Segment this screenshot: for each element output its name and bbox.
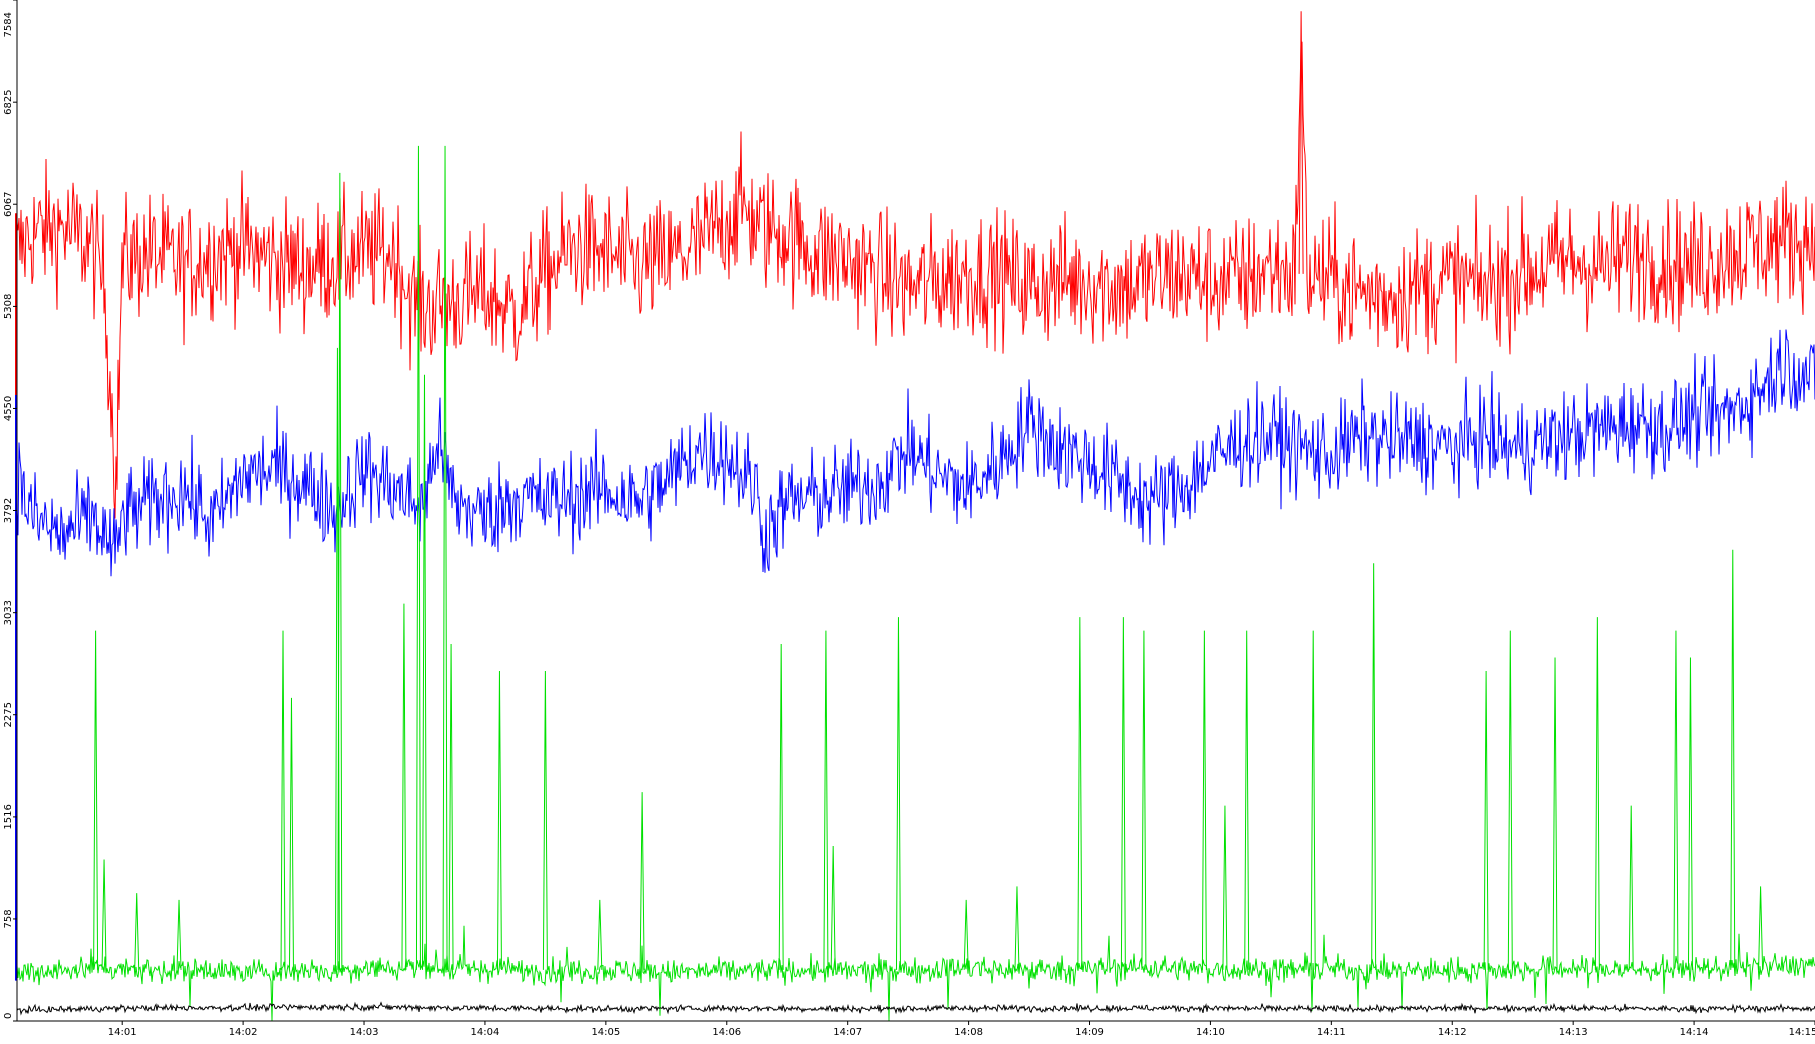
series-line-2 bbox=[16, 329, 1815, 577]
green-spike bbox=[280, 630, 286, 970]
y-tick-label: 4550 bbox=[3, 396, 14, 421]
x-tick-label: 14:08 bbox=[954, 1027, 983, 1038]
y-tick-label: 5308 bbox=[3, 294, 14, 319]
green-spike bbox=[176, 899, 182, 970]
green-spike bbox=[1507, 630, 1513, 970]
green-spike bbox=[823, 630, 829, 970]
green-spike bbox=[1014, 886, 1020, 970]
green-spike bbox=[1730, 549, 1736, 970]
green-spike bbox=[1201, 630, 1207, 970]
green-spike bbox=[101, 859, 107, 970]
green-spike bbox=[448, 644, 454, 970]
x-tick-label: 14:07 bbox=[833, 1027, 862, 1038]
green-spike bbox=[1310, 630, 1316, 970]
x-tick-label: 14:02 bbox=[229, 1027, 258, 1038]
green-spike bbox=[496, 670, 502, 970]
green-spike bbox=[1141, 630, 1147, 970]
x-tick-label: 14:05 bbox=[591, 1027, 620, 1038]
x-axis: 14:01 14:02 14:03 14:04 14:05 14:06 14:07 14:08… bbox=[17, 1020, 1815, 1038]
green-spike bbox=[639, 792, 645, 970]
green-spike bbox=[830, 845, 836, 970]
x-tick-label: 14:03 bbox=[350, 1027, 379, 1038]
green-spike bbox=[597, 899, 603, 970]
green-spike bbox=[1594, 617, 1600, 970]
x-tick-label: 14:09 bbox=[1075, 1027, 1104, 1038]
green-spike bbox=[1222, 805, 1228, 970]
series-line-3 bbox=[16, 925, 1815, 1022]
green-spike bbox=[1371, 563, 1377, 970]
green-spike bbox=[1120, 617, 1126, 970]
green-spike bbox=[134, 893, 140, 970]
green-spike bbox=[401, 603, 407, 970]
green-spike bbox=[288, 697, 294, 970]
x-tick-label: 14:11 bbox=[1317, 1027, 1346, 1038]
y-tick-label: 6825 bbox=[3, 89, 14, 114]
red-spike bbox=[1298, 11, 1304, 274]
x-tick-label: 14:15 bbox=[1789, 1027, 1815, 1038]
green-spike bbox=[337, 172, 343, 970]
y-tick-label: 2275 bbox=[3, 702, 14, 727]
x-tick-label: 14:10 bbox=[1196, 1027, 1225, 1038]
y-tick-label: 6067 bbox=[3, 192, 14, 217]
x-tick-label: 14:06 bbox=[712, 1027, 741, 1038]
green-spike bbox=[1483, 670, 1489, 970]
y-tick-label: 758 bbox=[3, 909, 14, 928]
green-spike bbox=[1758, 886, 1764, 970]
green-spike bbox=[778, 644, 784, 970]
series-line-1 bbox=[16, 41, 1815, 519]
x-tick-label: 14:12 bbox=[1438, 1027, 1467, 1038]
y-tick-label: 7584 bbox=[3, 12, 14, 37]
y-tick-label: 0 bbox=[3, 1013, 14, 1019]
green-spike bbox=[415, 145, 421, 970]
x-tick-label: 14:13 bbox=[1559, 1027, 1588, 1038]
green-spike bbox=[1077, 617, 1083, 970]
green-spike bbox=[93, 630, 99, 970]
plot-series bbox=[15, 11, 1815, 1022]
green-spike bbox=[442, 145, 448, 970]
green-spike bbox=[421, 374, 427, 970]
y-tick-label: 3033 bbox=[3, 600, 14, 625]
y-tick-label: 3792 bbox=[3, 498, 14, 523]
y-axis: 0 758 1516 2275 3033 3792 4550 5308 6067 6825 7584 bbox=[3, 0, 18, 1022]
green-spike bbox=[1244, 630, 1250, 970]
green-spike bbox=[963, 899, 969, 970]
x-tick-label: 14:01 bbox=[108, 1027, 137, 1038]
y-tick-label: 1516 bbox=[3, 804, 14, 829]
green-spike bbox=[542, 670, 548, 970]
x-tick-label: 14:04 bbox=[471, 1027, 500, 1038]
green-spike bbox=[1628, 805, 1634, 970]
green-spike bbox=[1673, 630, 1679, 970]
green-spike bbox=[1687, 657, 1693, 970]
green-spike bbox=[1552, 657, 1558, 970]
x-tick-label: 14:14 bbox=[1680, 1027, 1709, 1038]
green-spike bbox=[895, 617, 901, 970]
series-line-4 bbox=[16, 1001, 1815, 1016]
